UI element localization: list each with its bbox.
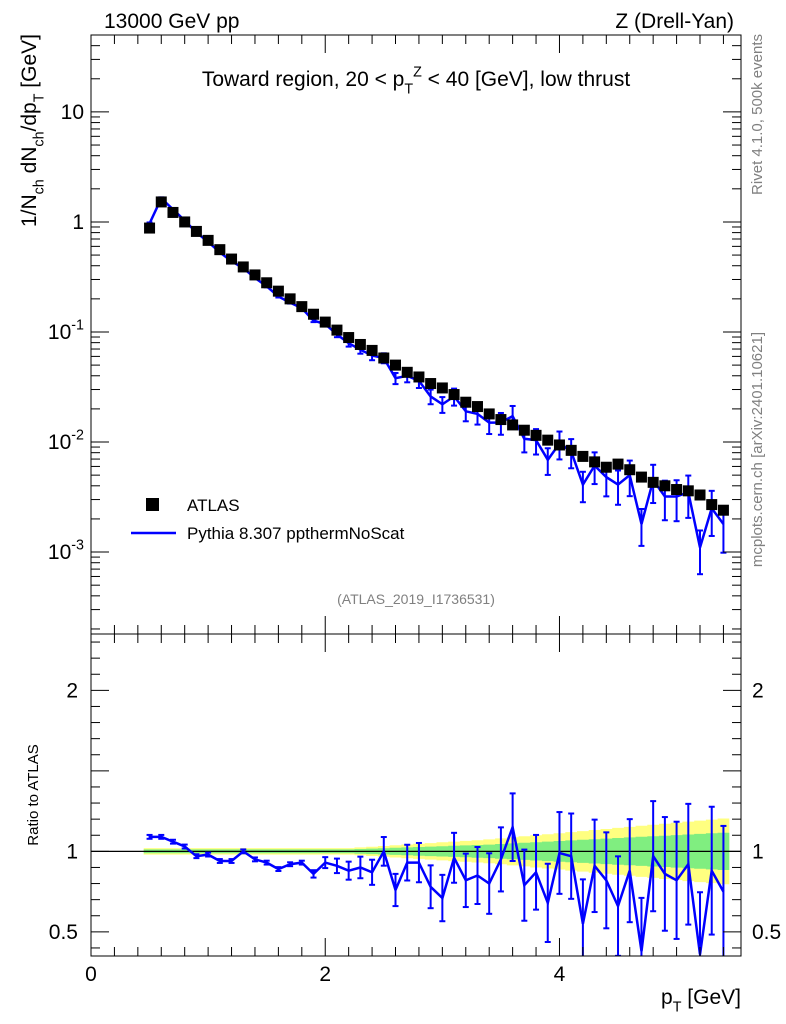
atlas-point: [694, 489, 706, 501]
atlas-point: [401, 366, 413, 378]
atlas-point: [331, 324, 343, 336]
mcplots-label: mcplots.cern.ch [arXiv:2401.10621]: [749, 332, 766, 567]
atlas-point: [413, 371, 425, 383]
atlas-point: [202, 234, 214, 246]
atlas-point: [635, 471, 647, 483]
ratio-y-axis-label: Ratio to ATLAS: [25, 744, 42, 845]
atlas-point: [717, 504, 729, 516]
ratio-y-tick-label-left: 0.5: [49, 921, 78, 944]
ratio-panel: 0.5 0.5 1 1 2 2 0 2 4: [49, 633, 781, 986]
atlas-point: [659, 480, 671, 492]
atlas-point: [706, 499, 718, 511]
y-tick-label: 10-1: [48, 317, 84, 344]
ratio-y-tick-label-right: 0.5: [752, 921, 781, 944]
atlas-point: [343, 332, 355, 344]
atlas-point: [378, 352, 390, 364]
ratio-y-tick-label-right: 2: [752, 679, 764, 702]
y-tick-label: 1: [72, 211, 84, 234]
rivet-label: Rivet 4.1.0, 500k events: [749, 34, 766, 195]
atlas-point: [144, 222, 156, 234]
atlas-point: [553, 439, 565, 451]
atlas-point: [226, 253, 238, 265]
atlas-point: [436, 382, 448, 394]
header-right: Z (Drell-Yan): [615, 10, 734, 33]
y-tick-label: 10: [61, 101, 84, 124]
atlas-point: [390, 359, 402, 371]
ratio-y-tick-label-left: 2: [66, 679, 78, 702]
atlas-point: [319, 316, 331, 328]
atlas-point: [589, 456, 601, 468]
atlas-point: [495, 414, 507, 426]
atlas-point: [214, 244, 226, 256]
ratio-panel-frame: [90, 633, 742, 957]
atlas-point: [460, 396, 472, 408]
ratio-line: [149, 822, 725, 955]
y-tick-label: 10-2: [48, 428, 84, 455]
legend: ATLAS Pythia 8.307 ppthermNoScat: [131, 496, 405, 543]
atlas-point: [249, 269, 261, 281]
legend-atlas-marker: [146, 498, 159, 511]
x-tick-label: 0: [85, 963, 97, 986]
atlas-point: [507, 419, 519, 431]
atlas-point: [542, 434, 554, 446]
atlas-point: [261, 277, 273, 289]
atlas-point: [565, 444, 577, 456]
atlas-point: [448, 389, 460, 401]
legend-pythia-label: Pythia 8.307 ppthermNoScat: [187, 524, 405, 543]
y-axis-label: 1/Nch dNch/dpT [GeV]: [18, 34, 47, 227]
x-tick-label: 2: [319, 963, 331, 986]
x-axis-label: pT [GeV]: [661, 986, 741, 1015]
atlas-point: [425, 378, 437, 390]
atlas-point: [647, 476, 659, 488]
atlas-point: [284, 293, 296, 305]
ratio-y-tick-label-right: 1: [752, 840, 764, 863]
atlas-point: [577, 450, 589, 462]
atlas-point: [190, 225, 202, 237]
ratio-y-tick-label-left: 1: [66, 840, 78, 863]
atlas-point: [483, 408, 495, 420]
atlas-point: [167, 206, 179, 218]
atlas-point: [530, 429, 542, 441]
plot-title: Toward region, 20 < pTZ < 40 [GeV], low …: [202, 65, 631, 98]
atlas-point: [518, 424, 530, 436]
main-panel: 10-3 10-2 10-1 1 10: [48, 34, 742, 635]
atlas-point: [600, 461, 612, 473]
atlas-point: [179, 216, 191, 228]
atlas-point: [682, 485, 694, 497]
atlas-point: [272, 285, 284, 297]
analysis-label: (ATLAS_2019_I1736531): [337, 591, 495, 607]
atlas-point: [296, 301, 308, 313]
atlas-point: [671, 484, 683, 496]
atlas-point: [155, 196, 167, 208]
atlas-point: [237, 261, 249, 273]
atlas-point: [624, 464, 636, 476]
header-left: 13000 GeV pp: [104, 10, 239, 33]
x-tick-label: 4: [554, 963, 566, 986]
y-tick-label: 10-3: [48, 538, 84, 565]
atlas-point: [366, 344, 378, 356]
atlas-point: [308, 308, 320, 320]
legend-atlas-label: ATLAS: [187, 496, 240, 515]
atlas-point: [471, 401, 483, 413]
atlas-point: [612, 458, 624, 470]
main-panel-frame: [90, 34, 742, 635]
atlas-point: [354, 338, 366, 350]
